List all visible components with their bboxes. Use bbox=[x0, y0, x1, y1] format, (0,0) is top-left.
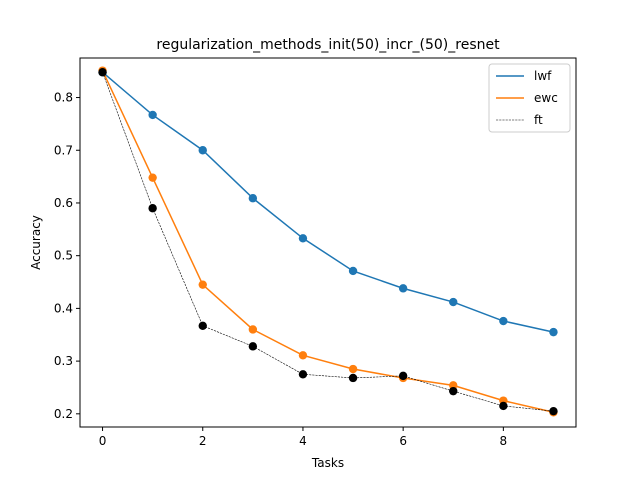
y-tick-label: 0.2 bbox=[54, 407, 73, 421]
data-point-ft bbox=[449, 386, 458, 396]
series-line-lwf bbox=[102, 71, 554, 333]
series-ft bbox=[98, 68, 558, 416]
data-point-ewc bbox=[248, 325, 258, 334]
data-point-lwf bbox=[348, 266, 358, 276]
legend-label: lwf bbox=[534, 69, 552, 83]
legend-item-ewc: ewc bbox=[496, 91, 558, 105]
plot-content bbox=[98, 66, 558, 417]
plot-frame bbox=[79, 57, 577, 428]
data-point-ft bbox=[348, 373, 358, 383]
x-axis-ticks: 0 2 4 6 8 bbox=[99, 427, 507, 448]
data-point-ft bbox=[499, 401, 508, 411]
series-line-ft bbox=[102, 72, 554, 412]
data-point-ft bbox=[549, 406, 558, 416]
x-tick-label: 8 bbox=[500, 434, 508, 448]
series-line-ewc bbox=[101, 70, 554, 413]
legend-item-ft: ft bbox=[496, 113, 543, 127]
x-tick-label: 4 bbox=[299, 434, 307, 448]
data-point-ewc bbox=[449, 381, 458, 390]
data-point-lwf bbox=[449, 297, 458, 307]
y-axis-label: Accuracy bbox=[29, 215, 43, 270]
y-tick-label: 0.5 bbox=[54, 249, 73, 263]
data-point-ewc bbox=[298, 351, 308, 360]
y-tick-label: 0.3 bbox=[54, 354, 73, 368]
y-axis-ticks: 0.2 0.3 0.4 0.5 0.6 0.7 0.8 bbox=[54, 91, 80, 421]
data-point-ft bbox=[98, 68, 107, 77]
data-point-ft bbox=[148, 204, 157, 213]
x-axis-label: Tasks bbox=[311, 456, 344, 470]
data-point-ewc bbox=[148, 173, 157, 182]
x-tick-label: 0 bbox=[99, 434, 107, 448]
legend-box bbox=[488, 63, 571, 133]
x-tick-label: 2 bbox=[199, 434, 207, 448]
data-point-ewc bbox=[348, 364, 358, 374]
legend-label: ewc bbox=[534, 91, 558, 105]
data-point-lwf bbox=[248, 194, 258, 203]
data-point-ewc bbox=[198, 280, 207, 289]
data-point-ft bbox=[398, 371, 408, 381]
legend-label: ft bbox=[534, 113, 543, 127]
data-point-ft bbox=[198, 321, 207, 330]
y-tick-label: 0.7 bbox=[54, 143, 73, 157]
data-point-lwf bbox=[398, 284, 408, 293]
chart-title: regularization_methods_init(50)_incr_(50… bbox=[156, 37, 500, 53]
data-point-lwf bbox=[148, 110, 157, 120]
data-point-lwf bbox=[549, 327, 558, 337]
x-tick-label: 6 bbox=[399, 434, 407, 448]
y-tick-label: 0.4 bbox=[54, 301, 73, 315]
data-point-ft bbox=[248, 342, 258, 351]
y-tick-label: 0.6 bbox=[54, 196, 73, 210]
data-point-ft bbox=[298, 370, 308, 379]
legend-item-lwf: lwf bbox=[496, 69, 552, 83]
legend: lwf ewc ft bbox=[488, 63, 571, 133]
data-point-lwf bbox=[499, 316, 508, 326]
y-tick-label: 0.8 bbox=[54, 91, 73, 105]
data-point-lwf bbox=[198, 146, 207, 155]
data-point-lwf bbox=[298, 234, 308, 243]
